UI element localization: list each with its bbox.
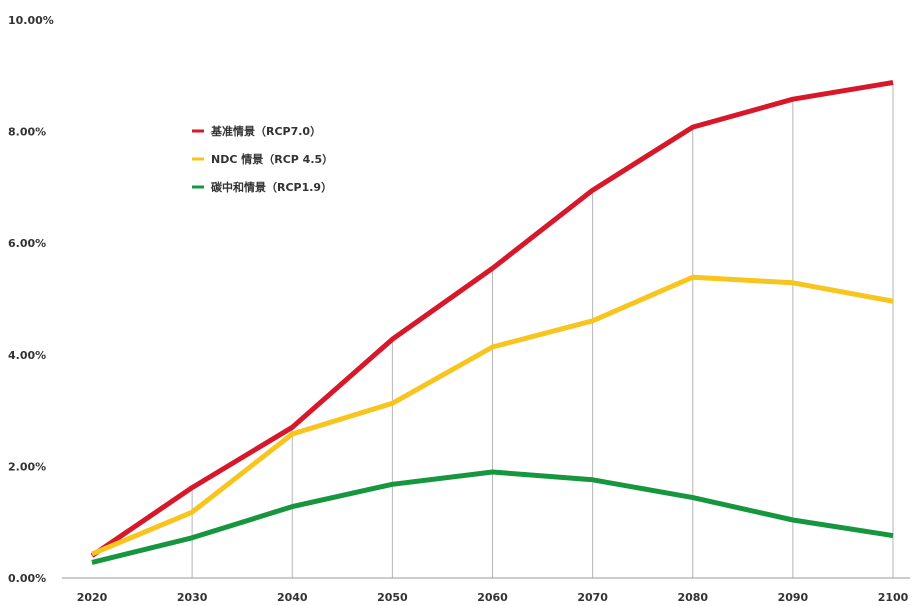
y-tick-label: 4.00%: [8, 349, 46, 362]
y-tick-label: 0.00%: [8, 572, 46, 585]
y-tick-label: 10.00%: [8, 14, 54, 27]
axes: 2020 2030 2040 2050 2060 2070 2080 2090 2100 0.00…: [8, 14, 910, 604]
legend-label: 基准情景（RCP7.0）: [210, 124, 321, 138]
x-tick-label: 2030: [177, 591, 208, 604]
x-tick-label: 2070: [577, 591, 608, 604]
x-tick-label: 2060: [477, 591, 508, 604]
gridlines: [191, 82, 894, 578]
legend: 基准情景（RCP7.0） NDC 情景（RCP 4.5） 碳中和情景（RCP1.9）: [192, 124, 333, 194]
series-line-1: [91, 274, 894, 557]
x-tick-label: 2090: [778, 591, 809, 604]
y-tick-label: 2.00%: [8, 460, 46, 473]
x-tick-label: 2040: [277, 591, 308, 604]
legend-label: NDC 情景（RCP 4.5）: [211, 152, 333, 166]
x-tick-label: 2100: [878, 591, 909, 604]
x-tick-label: 2080: [677, 591, 708, 604]
series-line-2: [91, 469, 894, 565]
y-tick-label: 8.00%: [8, 126, 46, 139]
series-lines: [90, 80, 894, 565]
series-line-0: [90, 80, 894, 558]
y-tick-label: 6.00%: [8, 237, 46, 250]
legend-label: 碳中和情景（RCP1.9）: [211, 180, 332, 194]
x-tick-label: 2050: [377, 591, 408, 604]
x-tick-label: 2020: [77, 591, 108, 604]
